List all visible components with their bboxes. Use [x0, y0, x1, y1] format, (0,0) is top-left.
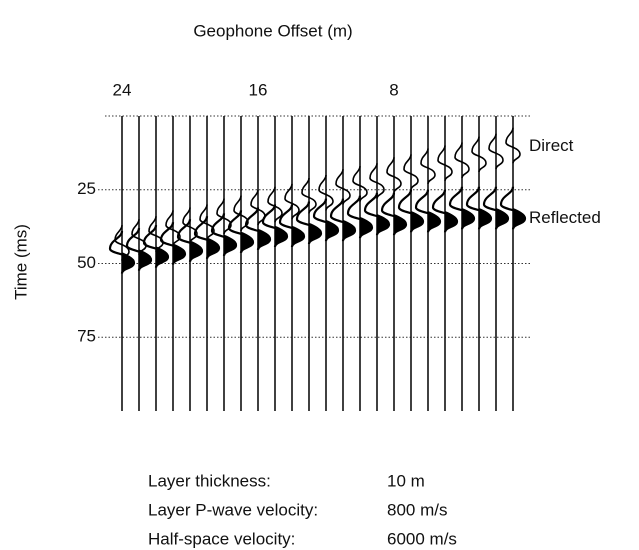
wavelet [284, 183, 300, 220]
chart-title: Geophone Offset (m) [193, 21, 352, 40]
wavelet [233, 195, 249, 232]
x-tick-label: 24 [113, 80, 132, 99]
wavelet-fill [326, 219, 338, 242]
wavelet-fill [411, 210, 423, 233]
wavelet [301, 177, 317, 214]
x-tick-label: 16 [249, 80, 268, 99]
wavelet-fill [445, 210, 457, 233]
parameter-value: 6000 m/s [387, 529, 457, 548]
wavelet [148, 216, 164, 252]
wavelet [454, 142, 470, 179]
wavelet [369, 163, 385, 199]
wavelet [403, 154, 419, 190]
wavelet-fill [377, 213, 389, 236]
wavelet-fill [258, 228, 270, 250]
wavelet-fill [292, 225, 304, 247]
series-label: Direct [529, 136, 574, 155]
wavelet-fill [479, 208, 491, 230]
wavelet-fill [173, 243, 185, 265]
y-tick-label: 25 [77, 179, 96, 198]
wavelet [420, 148, 436, 184]
wavelet [131, 219, 147, 255]
wavelet-fill [428, 210, 440, 233]
wavelet [216, 198, 232, 235]
wavelet-fill [207, 237, 219, 259]
wavelet-fill [275, 225, 287, 247]
wavelet-fill [190, 240, 202, 262]
wavelet-fill [462, 208, 474, 230]
wavelet [386, 157, 402, 193]
parameter-value: 800 m/s [387, 500, 447, 519]
x-tick-label: 8 [389, 80, 398, 99]
wavelet [199, 204, 215, 241]
wavelet [352, 166, 368, 202]
wavelet [165, 210, 181, 246]
wavelet [318, 174, 334, 211]
wavelet-fill [156, 246, 168, 268]
wavelet [335, 168, 351, 205]
wavelet [182, 207, 198, 243]
wavelet-fill [122, 252, 134, 274]
wavelet-fill [496, 208, 508, 230]
y-tick-label: 50 [77, 253, 96, 272]
wavelet-fill [343, 219, 355, 242]
parameter-label: Layer thickness: [148, 471, 271, 490]
wavelet-fill [241, 231, 253, 253]
y-tick-label: 75 [77, 327, 96, 346]
wavelet [505, 127, 521, 164]
wavelet-fill [360, 216, 372, 239]
wavelet-fill [513, 208, 525, 230]
wavelet-fill [139, 249, 151, 271]
wavelet [471, 136, 487, 173]
wavelet [488, 133, 504, 170]
y-axis-label: Time (ms) [11, 224, 30, 300]
parameter-label: Layer P-wave velocity: [148, 500, 318, 519]
wavelet-fill [224, 234, 236, 256]
wavelet-fill [394, 213, 406, 236]
wavelet-fill [309, 222, 321, 245]
parameter-label: Half-space velocity: [148, 529, 295, 548]
series-label: Reflected [529, 208, 601, 227]
parameter-value: 10 m [387, 471, 425, 490]
wavelet [437, 145, 453, 182]
